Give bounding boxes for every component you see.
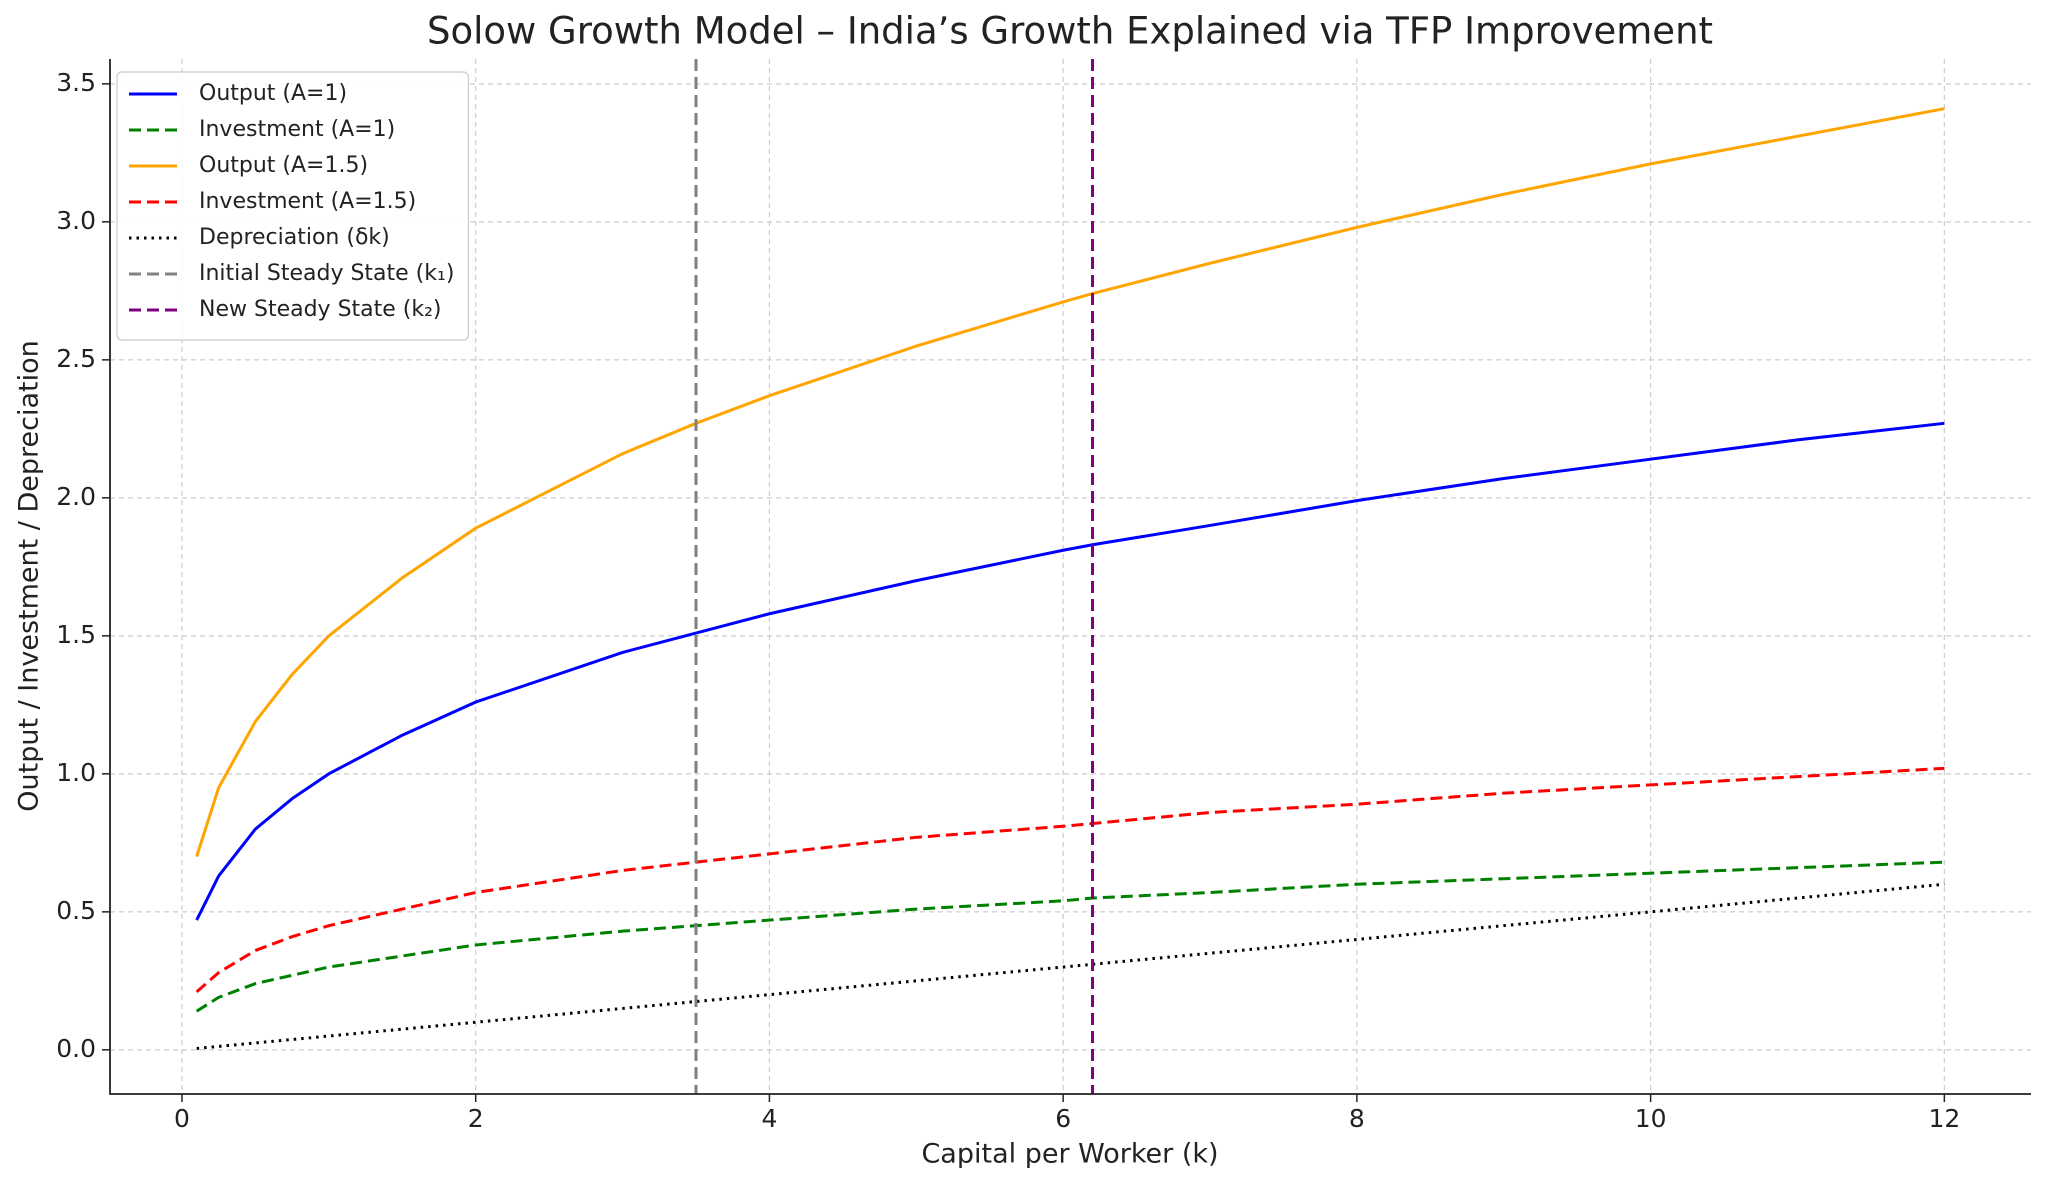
- y-tick-label: 1.5: [56, 620, 96, 649]
- x-tick-label: 10: [1635, 1104, 1667, 1133]
- y-tick-label: 2.5: [56, 344, 96, 373]
- legend-label: Output (A=1): [199, 81, 347, 106]
- series-line: [195, 766, 1945, 994]
- legend-label: Investment (A=1.5): [199, 189, 416, 214]
- y-tick-label: 3.0: [56, 206, 96, 235]
- x-tick-label: 8: [1349, 1104, 1365, 1133]
- x-tick-label: 4: [761, 1104, 777, 1133]
- x-axis-label: Capital per Worker (k): [921, 1139, 1218, 1170]
- series-line: [196, 882, 1945, 1050]
- series-line: [195, 421, 1945, 921]
- y-tick-label: 3.5: [56, 68, 96, 97]
- y-tick-label: 0.0: [56, 1034, 96, 1063]
- legend-label: Initial Steady State (k₁): [199, 261, 454, 286]
- chart-title: Solow Growth Model – India’s Growth Expl…: [427, 10, 1713, 53]
- legend-label: Output (A=1.5): [199, 153, 368, 178]
- x-tick-label: 12: [1928, 1104, 1960, 1133]
- y-tick-label: 2.0: [56, 482, 96, 511]
- series-line: [195, 107, 1945, 858]
- series-line: [195, 860, 1945, 1013]
- x-tick-label: 6: [1055, 1104, 1071, 1133]
- legend-label: Depreciation (δk): [199, 225, 390, 250]
- legend: Output (A=1) Investment (A=1) Output (A=1.…: [116, 71, 470, 341]
- y-tick-label: 1.0: [56, 758, 96, 787]
- legend-box: [116, 71, 470, 341]
- x-tick-label: 2: [468, 1104, 484, 1133]
- y-axis-label: Output / Investment / Depreciation: [14, 340, 45, 812]
- y-tick-label: 0.5: [56, 896, 96, 925]
- legend-label: New Steady State (k₂): [199, 297, 442, 322]
- x-tick-label: 0: [174, 1104, 190, 1133]
- axes-frame: [109, 59, 2031, 1095]
- legend-label: Investment (A=1): [199, 117, 395, 142]
